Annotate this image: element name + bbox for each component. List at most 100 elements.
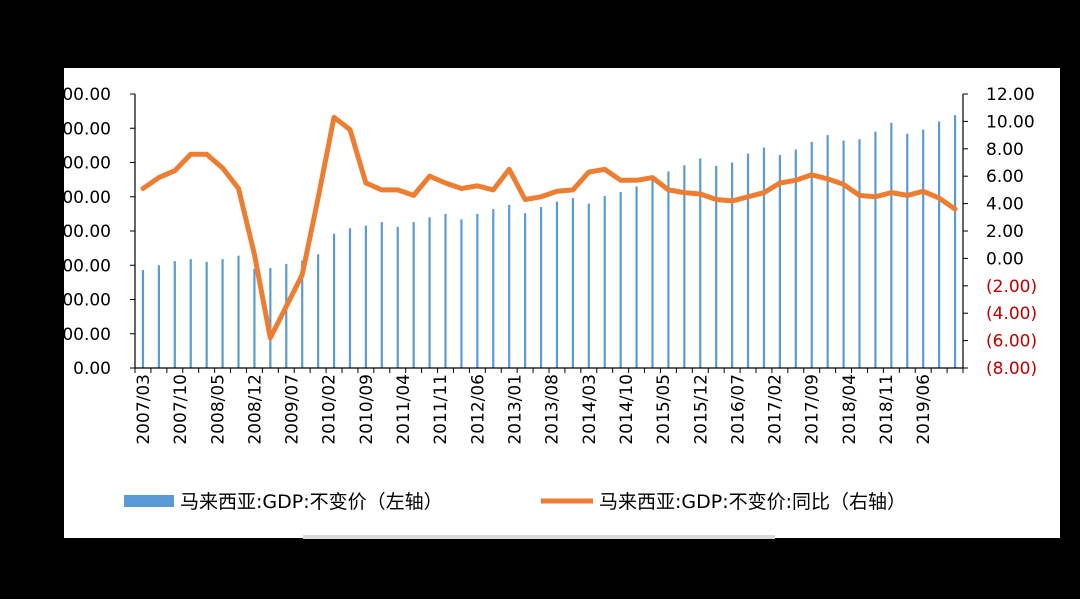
- bar: [715, 165, 718, 368]
- bar: [412, 222, 415, 368]
- x-tick-label: 2016/07: [728, 374, 748, 445]
- bar: [269, 267, 272, 368]
- bar: [476, 213, 479, 368]
- right-tick-label: 0.00: [986, 249, 1024, 269]
- yoy-growth-line: [140, 114, 958, 341]
- bar: [189, 259, 192, 368]
- bar: [524, 213, 527, 368]
- legend-line-label: 马来西亚:GDP:不变价:同比（右轴）: [599, 491, 906, 513]
- x-tick-label: 2010/02: [320, 374, 340, 445]
- legend: 马来西亚:GDP:不变价（左轴） 马来西亚:GDP:不变价:同比（右轴）: [124, 491, 906, 513]
- right-tick-label: (4.00): [986, 304, 1037, 324]
- x-tick-label: 2011/11: [431, 374, 451, 445]
- bar: [157, 265, 160, 368]
- bar: [396, 226, 399, 368]
- x-tick-label: 2010/09: [357, 374, 377, 445]
- x-tick-label: 2007/03: [134, 374, 154, 445]
- bar: [380, 222, 383, 368]
- bar: [890, 122, 893, 369]
- left-tick-label: 0.00: [73, 359, 111, 379]
- bar: [173, 261, 176, 368]
- bar: [874, 131, 877, 368]
- left-tick-label: 3500.00: [41, 119, 111, 139]
- bar: [858, 139, 861, 368]
- bar: [587, 203, 590, 368]
- bar: [460, 219, 463, 368]
- right-tick-label: 10.00: [986, 112, 1035, 132]
- bar: [619, 191, 622, 368]
- left-tick-label: 500.00: [52, 325, 111, 345]
- right-tick-label: (6.00): [986, 332, 1037, 352]
- bar: [635, 186, 638, 368]
- bar: [317, 254, 320, 368]
- legend-bar-label: 马来西亚:GDP:不变价（左轴）: [180, 491, 443, 513]
- right-tick-label: 4.00: [986, 195, 1024, 215]
- x-tick-label: 2011/04: [394, 374, 414, 445]
- left-tick-label: 2500.00: [41, 188, 111, 208]
- left-tick-label: 2000.00: [41, 222, 111, 242]
- left-tick-label: 3000.00: [41, 154, 111, 174]
- bar: [683, 165, 686, 368]
- bar: [810, 141, 813, 368]
- right-tick-label: 12.00: [986, 85, 1035, 105]
- bar: [826, 135, 829, 368]
- bar: [651, 179, 654, 368]
- bar: [364, 225, 367, 368]
- bar: [205, 261, 208, 368]
- legend-bar-swatch: [124, 495, 174, 507]
- x-tick-label: 2008/12: [245, 374, 265, 445]
- line-layer: [140, 114, 958, 341]
- bar: [332, 233, 336, 368]
- bar: [699, 158, 702, 368]
- bar: [762, 147, 766, 368]
- bar: [731, 162, 734, 368]
- x-tick-label: 2018/04: [840, 374, 860, 445]
- bar: [922, 129, 925, 368]
- bar: [141, 270, 145, 368]
- bar: [428, 217, 431, 368]
- bar: [571, 198, 574, 368]
- bar: [221, 259, 224, 368]
- bar: [285, 263, 288, 368]
- chart-area-background: [64, 68, 1060, 538]
- bars-layer: [141, 115, 957, 369]
- right-tick-label: 6.00: [986, 167, 1024, 187]
- x-tick-label: 2014/10: [617, 374, 637, 445]
- left-tick-label: 1000.00: [41, 291, 111, 311]
- legend-underline: [303, 535, 775, 539]
- x-tick-label: 2015/05: [654, 374, 674, 445]
- x-tick-label: 2019/06: [914, 374, 934, 445]
- bar: [237, 255, 240, 368]
- bar: [301, 260, 304, 368]
- bar: [842, 140, 845, 368]
- x-tick-label: 2008/05: [208, 374, 228, 445]
- bar: [539, 207, 543, 368]
- x-tick-label: 2017/02: [766, 374, 786, 445]
- right-tick-label: (8.00): [986, 359, 1037, 379]
- x-tick-label: 2013/08: [543, 374, 563, 445]
- x-tick-label: 2012/06: [468, 374, 488, 445]
- right-tick-label: 2.00: [986, 222, 1024, 242]
- bar: [778, 154, 781, 368]
- x-tick-label: 2009/07: [283, 374, 303, 445]
- left-tick-label: 1500.00: [41, 256, 111, 276]
- bar: [953, 115, 957, 368]
- bar: [794, 149, 797, 368]
- bar: [906, 133, 909, 368]
- bar: [348, 228, 352, 368]
- bar: [508, 204, 511, 368]
- bar: [253, 268, 256, 368]
- x-tick-label: 2017/09: [803, 374, 823, 445]
- right-tick-label: 8.00: [986, 140, 1024, 160]
- bar: [667, 171, 670, 368]
- bar: [492, 209, 495, 368]
- x-tick-label: 2007/10: [171, 374, 191, 445]
- axes-layer: 4000.00 3500.00 3000.00 2500.00 2000.00 1500.…: [41, 85, 1037, 445]
- bar: [555, 201, 559, 368]
- right-tick-label: (2.00): [986, 277, 1037, 297]
- x-tick-label: 2015/12: [691, 374, 711, 445]
- x-tick-label: 2013/01: [506, 374, 526, 445]
- left-tick-label: 4000.00: [41, 85, 111, 105]
- bar: [746, 153, 750, 368]
